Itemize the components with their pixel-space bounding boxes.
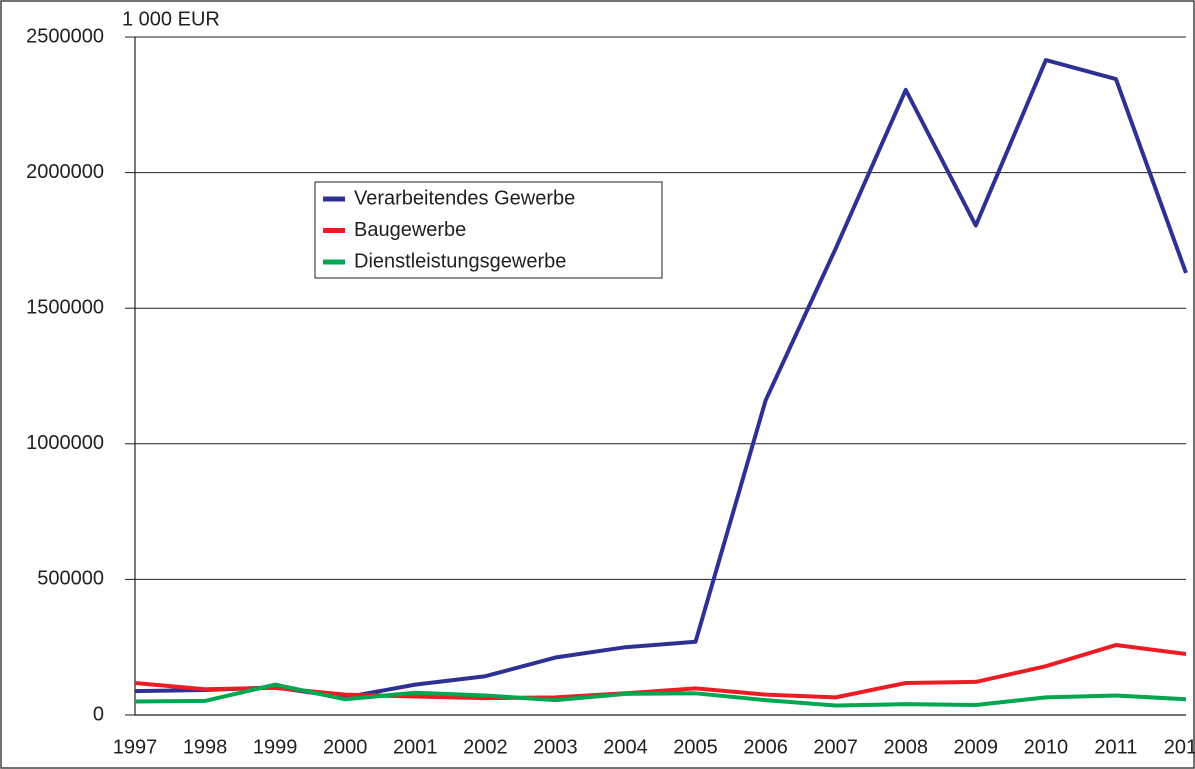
y-unit-label: 1 000 EUR bbox=[122, 8, 220, 30]
x-tick-label: 1997 bbox=[113, 736, 158, 758]
x-tick-label: 2001 bbox=[393, 736, 438, 758]
y-tick-label: 1500000 bbox=[26, 296, 104, 318]
legend-box bbox=[314, 181, 663, 279]
x-tick-label: 2005 bbox=[673, 736, 718, 758]
x-tick-label: 2012 bbox=[1164, 736, 1195, 758]
x-tick-label: 2003 bbox=[533, 736, 578, 758]
legend-label: Dienstleistungsgewerbe bbox=[354, 250, 566, 272]
y-tick-label: 1000000 bbox=[26, 432, 104, 454]
x-tick-label: 2011 bbox=[1094, 736, 1137, 758]
y-tick-label: 500000 bbox=[37, 568, 104, 590]
x-tick-label: 2006 bbox=[743, 736, 788, 758]
x-tick-label: 2009 bbox=[954, 736, 999, 758]
legend-label: Verarbeitendes Gewerbe bbox=[354, 187, 575, 209]
x-tick-label: 2008 bbox=[883, 736, 928, 758]
y-tick-label: 0 bbox=[93, 703, 104, 725]
x-tick-label: 2010 bbox=[1024, 736, 1069, 758]
x-tick-label: 2002 bbox=[463, 736, 508, 758]
x-tick-label: 2000 bbox=[323, 736, 368, 758]
y-tick-label: 2000000 bbox=[26, 161, 104, 183]
legend-label: Baugewerbe bbox=[354, 219, 466, 241]
x-tick-label: 2007 bbox=[813, 736, 858, 758]
x-tick-label: 2004 bbox=[603, 736, 648, 758]
x-tick-label: 1999 bbox=[253, 736, 298, 758]
y-tick-label: 2500000 bbox=[26, 25, 104, 47]
series-line bbox=[134, 682, 1187, 708]
x-tick-label: 1998 bbox=[183, 736, 228, 758]
